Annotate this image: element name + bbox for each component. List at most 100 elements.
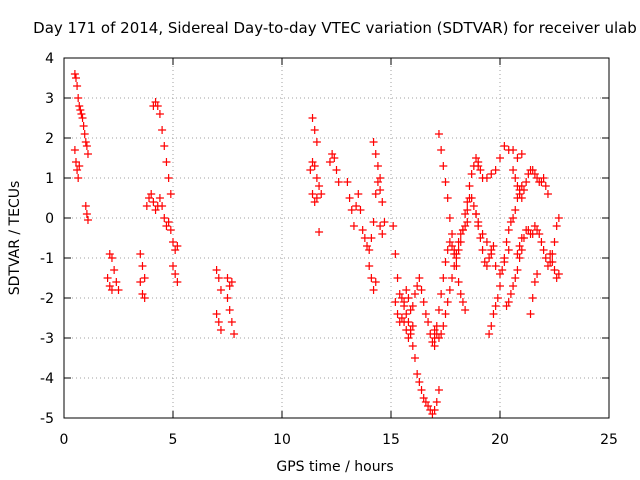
data-point [373,162,382,170]
x-tick-label: 10 [273,432,291,448]
data-point [485,254,494,262]
data-point [308,114,317,122]
data-point [332,166,341,174]
data-point [345,194,354,202]
data-point [349,222,358,230]
data-point [522,178,531,186]
data-point [439,162,448,170]
data-point [496,282,504,290]
data-point [408,302,417,310]
data-point [310,126,319,134]
data-point [469,202,478,210]
data-point [73,82,82,90]
series-arc-37 [526,270,542,318]
data-point [463,206,472,214]
x-tick-label: 0 [60,432,69,448]
data-point [478,246,487,254]
data-point [83,150,92,158]
data-point [79,122,88,130]
data-point [552,222,561,230]
data-point [441,310,450,318]
series-arc-14 [223,294,239,338]
data-point [417,386,426,394]
data-point [212,310,221,318]
data-point [376,174,385,182]
data-point [515,242,524,250]
plot-frame [63,57,610,419]
data-point [171,270,180,278]
data-point [441,258,450,266]
x-tick-label: 5 [169,432,178,448]
data-point [533,270,542,278]
data-point [378,198,387,206]
chart-title: Day 171 of 2014, Sidereal Day-to-day VTE… [33,19,637,37]
series-arc-35 [509,166,552,202]
data-point [448,230,457,238]
data-point [81,202,90,210]
data-point [513,266,522,274]
data-point [376,222,385,230]
series-arc-17 [308,190,321,206]
data-point [502,238,511,246]
data-point [408,342,417,350]
data-point [487,170,496,178]
data-point [71,74,80,82]
series-arc-36 [513,214,563,270]
data-point [391,298,400,306]
data-point [225,306,234,314]
data-point [317,190,326,198]
series-arc-8 [149,98,175,198]
data-point [371,150,380,158]
data-point [169,262,177,270]
data-point [489,310,498,318]
data-point [75,102,84,110]
series-arc-26 [400,318,417,342]
data-point [535,230,544,238]
series-arc-25 [391,274,439,350]
data-point [437,290,446,298]
y-tick-label: -4 [40,371,54,387]
data-point [393,274,402,282]
data-point [83,216,92,224]
data-point [461,306,470,314]
data-point [216,286,225,294]
data-point [509,146,518,154]
data-point [548,258,557,266]
data-point [500,142,509,150]
data-point [80,130,89,138]
series-arc-3 [81,202,92,224]
data-point [485,330,494,338]
data-point [147,190,156,198]
data-point [498,266,507,274]
data-point [437,330,446,338]
series-arc-32 [472,210,498,270]
series-arc-10 [169,262,182,286]
data-point [393,310,402,318]
data-point [369,218,378,226]
data-point [347,206,356,214]
data-point [482,238,491,246]
data-point [227,278,236,286]
data-point [230,330,239,338]
data-point [74,94,83,102]
y-tick-label: -2 [40,291,54,307]
data-point [437,146,446,154]
data-point [506,290,515,298]
data-point [554,270,563,278]
data-point [343,178,352,186]
data-point [539,246,548,254]
data-point [365,246,374,254]
data-point [467,194,476,202]
data-point [404,294,413,302]
data-point [166,190,175,198]
series-arc-13 [223,274,236,290]
data-point [454,246,463,254]
data-point [140,274,149,282]
data-point [402,326,411,334]
data-point [369,286,378,294]
data-point [315,228,324,236]
data-point [160,214,169,222]
data-points [70,70,563,418]
data-point [164,174,173,182]
